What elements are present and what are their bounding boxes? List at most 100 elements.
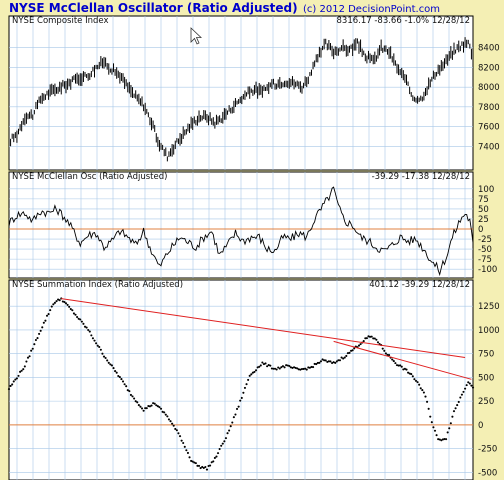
summation-point	[254, 369, 258, 372]
summation-point	[188, 456, 191, 459]
summation-point	[147, 404, 150, 408]
summation-point	[129, 393, 132, 397]
summation-point	[41, 326, 44, 329]
summation-point	[174, 427, 177, 431]
summation-point	[243, 386, 247, 389]
summation-point	[296, 367, 299, 370]
summation-point	[79, 318, 82, 321]
summation-point	[153, 402, 156, 405]
summation-point	[251, 371, 254, 374]
summation-point	[196, 464, 199, 467]
summation-point	[465, 384, 468, 387]
summation-point	[82, 322, 85, 325]
summation-point	[11, 383, 14, 386]
summation-point	[164, 413, 167, 416]
summation-point	[310, 365, 313, 369]
summation-point	[459, 396, 462, 399]
summation-point	[323, 359, 326, 362]
summation-point	[418, 383, 421, 386]
summation-point	[142, 409, 145, 412]
summation-point	[470, 384, 473, 387]
summation-point	[26, 356, 30, 359]
summation-point	[204, 466, 207, 469]
summation-point	[369, 335, 372, 338]
summation-point	[365, 337, 368, 340]
y-tick-label: 7600	[478, 123, 500, 133]
summation-point	[66, 303, 69, 306]
summation-point	[319, 360, 323, 363]
summation-point	[226, 432, 229, 435]
summation-point	[223, 440, 226, 443]
summation-point	[166, 415, 169, 418]
composite-panel-label: NYSE Composite Index	[12, 16, 108, 26]
summation-point	[85, 326, 88, 329]
summation-point	[12, 380, 15, 383]
summation-point	[280, 366, 283, 369]
summation-point	[47, 313, 50, 316]
summation-panel-label: NYSE Summation Index (Ratio Adjusted)	[12, 280, 183, 290]
summation-point	[433, 429, 437, 432]
summation-point	[128, 390, 131, 393]
summation-point	[235, 407, 239, 411]
summation-point	[270, 367, 273, 370]
summation-point	[228, 429, 231, 432]
summation-point	[375, 338, 378, 341]
summation-point	[178, 435, 182, 438]
summation-point	[288, 364, 291, 368]
summation-point	[443, 438, 446, 441]
summation-point	[199, 467, 202, 470]
summation-point	[273, 367, 277, 370]
summation-point	[419, 387, 422, 390]
summation-point	[422, 391, 425, 394]
summation-point	[429, 415, 432, 418]
summation-point	[205, 468, 209, 471]
summation-point	[318, 361, 321, 364]
summation-point	[74, 313, 77, 316]
summation-point	[331, 361, 334, 365]
summation-point	[289, 366, 292, 369]
summation-point	[14, 378, 17, 381]
summation-point	[133, 397, 136, 400]
summation-point	[215, 455, 218, 458]
summation-point	[372, 337, 375, 340]
summation-point	[384, 352, 387, 355]
summation-point	[413, 378, 416, 381]
summation-point	[39, 329, 42, 332]
summation-point	[190, 459, 193, 462]
summation-point	[45, 314, 49, 317]
summation-point	[231, 421, 234, 424]
y-tick-label: 50	[478, 205, 489, 215]
summation-point	[467, 381, 470, 384]
oscillator-panel-readout: -39.29 -17.38 12/28/12	[372, 172, 470, 182]
summation-point	[117, 374, 120, 378]
summation-point	[234, 413, 237, 416]
summation-point	[388, 354, 391, 357]
y-tick-label: -50	[478, 245, 492, 255]
summation-point	[229, 425, 232, 428]
summation-point	[327, 360, 330, 363]
summation-point	[329, 360, 332, 363]
summation-point	[445, 438, 448, 441]
summation-point	[305, 368, 308, 371]
summation-point	[53, 301, 56, 304]
summation-point	[278, 367, 281, 370]
summation-point	[411, 375, 414, 378]
summation-point	[202, 466, 205, 469]
summation-point	[414, 379, 418, 382]
y-tick-label: 8000	[478, 83, 500, 93]
summation-point	[87, 328, 90, 332]
summation-point	[438, 438, 441, 441]
summation-point	[294, 366, 297, 369]
summation-point	[118, 376, 121, 379]
summation-point	[177, 432, 180, 435]
summation-point	[104, 356, 107, 360]
summation-point	[451, 415, 454, 418]
y-tick-label: 8400	[478, 44, 500, 54]
summation-point	[213, 456, 216, 460]
summation-point	[264, 362, 267, 365]
summation-point	[432, 426, 435, 429]
summation-point	[386, 353, 389, 356]
summation-point	[171, 422, 174, 425]
summation-point	[395, 364, 399, 367]
